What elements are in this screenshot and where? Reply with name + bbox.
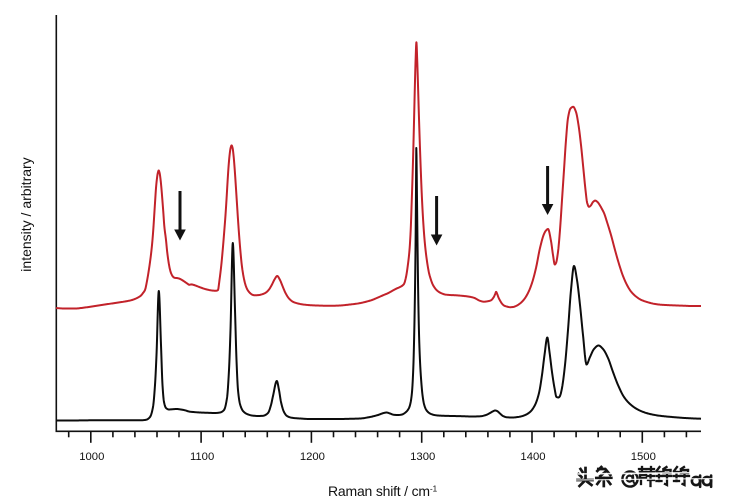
svg-text:1400: 1400 <box>520 451 545 463</box>
svg-text:intensity / arbitrary: intensity / arbitrary <box>18 157 34 271</box>
svg-text:1200: 1200 <box>300 451 325 463</box>
svg-text:1000: 1000 <box>79 451 104 463</box>
svg-text:1300: 1300 <box>410 451 435 463</box>
svg-text:Raman shift / cm-1: Raman shift / cm-1 <box>328 483 437 499</box>
svg-text:1500: 1500 <box>631 451 656 463</box>
svg-text:1100: 1100 <box>190 451 214 463</box>
